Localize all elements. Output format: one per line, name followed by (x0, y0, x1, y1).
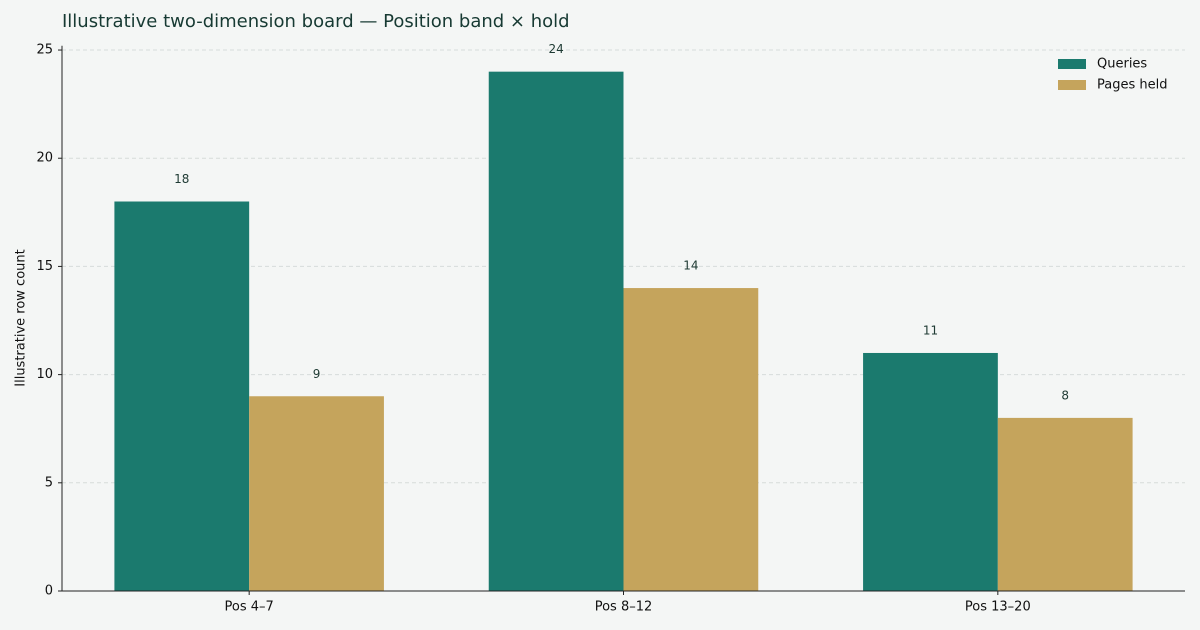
y-tick-label: 0 (45, 584, 53, 599)
bar (997, 417, 1133, 591)
bar (114, 201, 250, 591)
y-tick-label: 10 (36, 367, 53, 382)
legend-swatch (1058, 80, 1086, 90)
y-tick-label: 20 (36, 151, 53, 166)
y-tick-label: 5 (45, 475, 53, 490)
data-label: 9 (313, 367, 321, 381)
data-label: 18 (174, 172, 189, 186)
data-label: 11 (923, 323, 938, 337)
legend-label: Pages held (1097, 78, 1167, 93)
x-tick-label: Pos 13–20 (965, 600, 1031, 615)
legend-label: Queries (1097, 57, 1147, 72)
data-label: 24 (548, 42, 563, 56)
bar (863, 352, 998, 591)
bar (623, 288, 759, 591)
y-tick-label: 15 (36, 259, 53, 274)
data-label: 8 (1061, 388, 1069, 402)
chart-title: Illustrative two-dimension board — Posit… (62, 11, 570, 32)
x-tick-label: Pos 8–12 (595, 600, 653, 615)
x-tick-label: Pos 4–7 (225, 600, 274, 615)
legend-swatch (1058, 59, 1086, 69)
bar (488, 71, 624, 591)
bar (249, 396, 384, 591)
y-axis-label: Illustrative row count (14, 249, 29, 386)
data-label: 14 (683, 259, 698, 273)
y-tick-label: 25 (36, 43, 53, 58)
